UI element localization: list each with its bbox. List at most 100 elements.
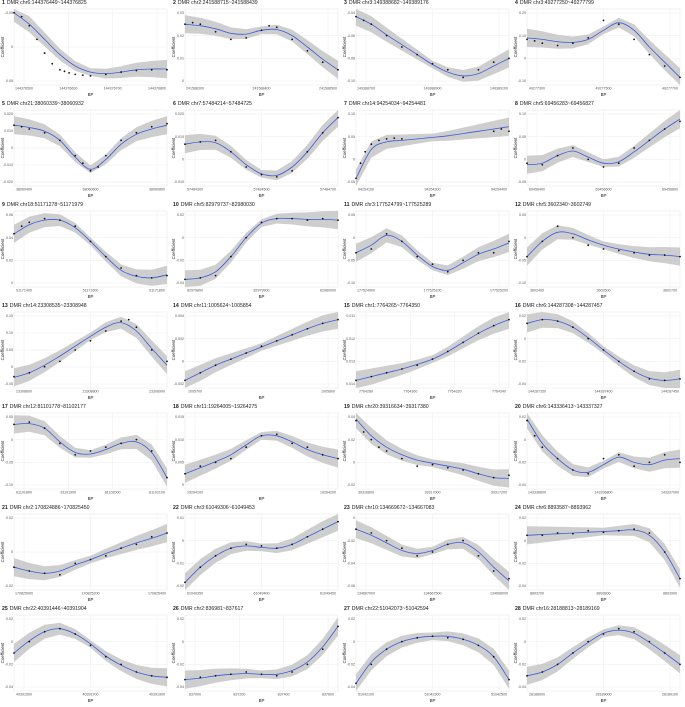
- panel-title-text: DMR chr14:23308535~23308948: [9, 303, 87, 309]
- x-axis-label: BP: [430, 294, 436, 299]
- data-point: [431, 635, 434, 638]
- data-point: [572, 532, 574, 535]
- y-tick-label: -0.04: [347, 685, 355, 689]
- fit-line: [355, 126, 510, 179]
- data-point: [89, 339, 92, 342]
- data-point: [275, 175, 278, 178]
- y-tick-label: 0.01: [177, 516, 184, 520]
- data-point: [663, 652, 666, 654]
- fit-line: [526, 418, 681, 474]
- chart-svg: 0.004 0.002 0 -0.002 1005700 1005800 BP Coeffic…: [171, 311, 339, 400]
- y-tick-label: 0.02: [177, 213, 184, 217]
- data-point: [541, 446, 544, 449]
- y-tick-label: -0.02: [176, 663, 184, 667]
- y-tick-label: 0.015: [175, 415, 184, 419]
- panel-title-text: DMR chr22:51042073~51042594: [351, 606, 429, 612]
- panel-number: 19: [344, 404, 350, 410]
- data-point: [291, 217, 293, 220]
- data-point: [385, 539, 388, 542]
- y-tick-label: -0.04: [5, 685, 13, 689]
- data-point: [416, 465, 419, 468]
- y-tick-label: -0.01: [176, 562, 184, 566]
- x-axis-label: BP: [259, 92, 265, 97]
- chart-svg: 0.05 0 -0.05 -0.10 3602400 3602600 3602700 BP Co…: [513, 210, 681, 299]
- data-point: [617, 162, 620, 165]
- x-tick-label: 837400: [278, 693, 290, 697]
- confidence-band: [356, 413, 509, 488]
- chart-panel-6: 6 DMR chr7:57484214~57484725 0.020 0.010 0 -0…: [171, 101, 342, 202]
- y-tick-label: -0.05: [347, 180, 355, 184]
- data-point: [20, 225, 23, 228]
- data-point: [166, 68, 168, 71]
- panel-title-text: DMR chr14:94254034~94254481: [348, 101, 426, 107]
- y-tick-label: 0: [353, 236, 355, 240]
- data-point: [679, 577, 681, 580]
- data-point: [59, 442, 61, 445]
- data-point: [245, 36, 248, 39]
- data-point: [166, 122, 168, 125]
- y-axis-label: Coefficient: [342, 339, 347, 360]
- data-point: [337, 68, 339, 71]
- data-point: [74, 225, 77, 228]
- data-point: [526, 38, 528, 41]
- y-tick-label: 0.010: [175, 438, 184, 442]
- confidence-band: [185, 514, 338, 590]
- x-tick-label: 241588500: [319, 87, 337, 91]
- x-tick-label: 149388700: [357, 87, 375, 91]
- data-point: [150, 349, 153, 351]
- data-point: [477, 251, 480, 254]
- data-point: [556, 532, 559, 534]
- panel-title-text: DMR chr6:144376449~144376825: [6, 0, 87, 6]
- data-point: [477, 332, 480, 335]
- confidence-band: [14, 316, 167, 387]
- data-point: [362, 431, 365, 433]
- y-tick-label: 0.02: [177, 34, 184, 38]
- data-point: [617, 23, 620, 26]
- confidence-band: [527, 524, 680, 588]
- chart-title: 14 DMR chr11:1005624~1005854: [173, 303, 252, 310]
- data-point: [572, 236, 574, 239]
- data-point: [135, 326, 138, 329]
- data-point: [508, 240, 510, 243]
- x-tick-label: 28189100: [662, 693, 678, 697]
- fit-line: [355, 234, 510, 271]
- data-point: [541, 42, 544, 45]
- chart-title: 16 DMR chr6:144287308~144287457: [515, 303, 603, 310]
- x-tick-label: 82979800: [187, 289, 203, 293]
- data-point: [74, 562, 77, 565]
- data-point: [679, 377, 681, 380]
- data-point: [556, 154, 559, 157]
- y-tick-label: -0.02: [518, 461, 526, 465]
- x-axis-label: BP: [88, 698, 94, 703]
- y-axis-label: Coefficient: [513, 36, 518, 57]
- confidence-band: [185, 430, 338, 483]
- chart-panel-4: 4 DMR chr3:49277250~49277799 0.20 0.10 0 -0.1…: [513, 0, 684, 101]
- data-point: [648, 53, 651, 56]
- confidence-band: [356, 312, 509, 388]
- panel-title-text: DMR chr6:143336413~143337327: [522, 404, 603, 410]
- y-tick-label: 0.02: [519, 314, 526, 318]
- data-point: [13, 652, 15, 654]
- y-tick-label: 0.010: [4, 129, 13, 133]
- data-point: [199, 23, 202, 26]
- panel-title-text: DMR chr2:241588715~241588439: [177, 0, 258, 6]
- x-tick-label: 7764320: [448, 390, 462, 394]
- y-tick-label: -0.020: [3, 180, 13, 184]
- data-point: [81, 74, 84, 77]
- data-point: [135, 131, 138, 134]
- data-point: [508, 678, 510, 681]
- data-point: [572, 469, 574, 471]
- data-point: [306, 535, 309, 538]
- data-point: [43, 52, 46, 54]
- data-point: [306, 327, 309, 330]
- data-point: [355, 251, 357, 254]
- y-tick-label: -0.10: [518, 79, 526, 83]
- x-tick-label: 81102100: [149, 491, 165, 495]
- x-axis-label: BP: [601, 496, 607, 501]
- fit-line: [526, 231, 681, 257]
- x-tick-label: 94254300: [425, 188, 441, 192]
